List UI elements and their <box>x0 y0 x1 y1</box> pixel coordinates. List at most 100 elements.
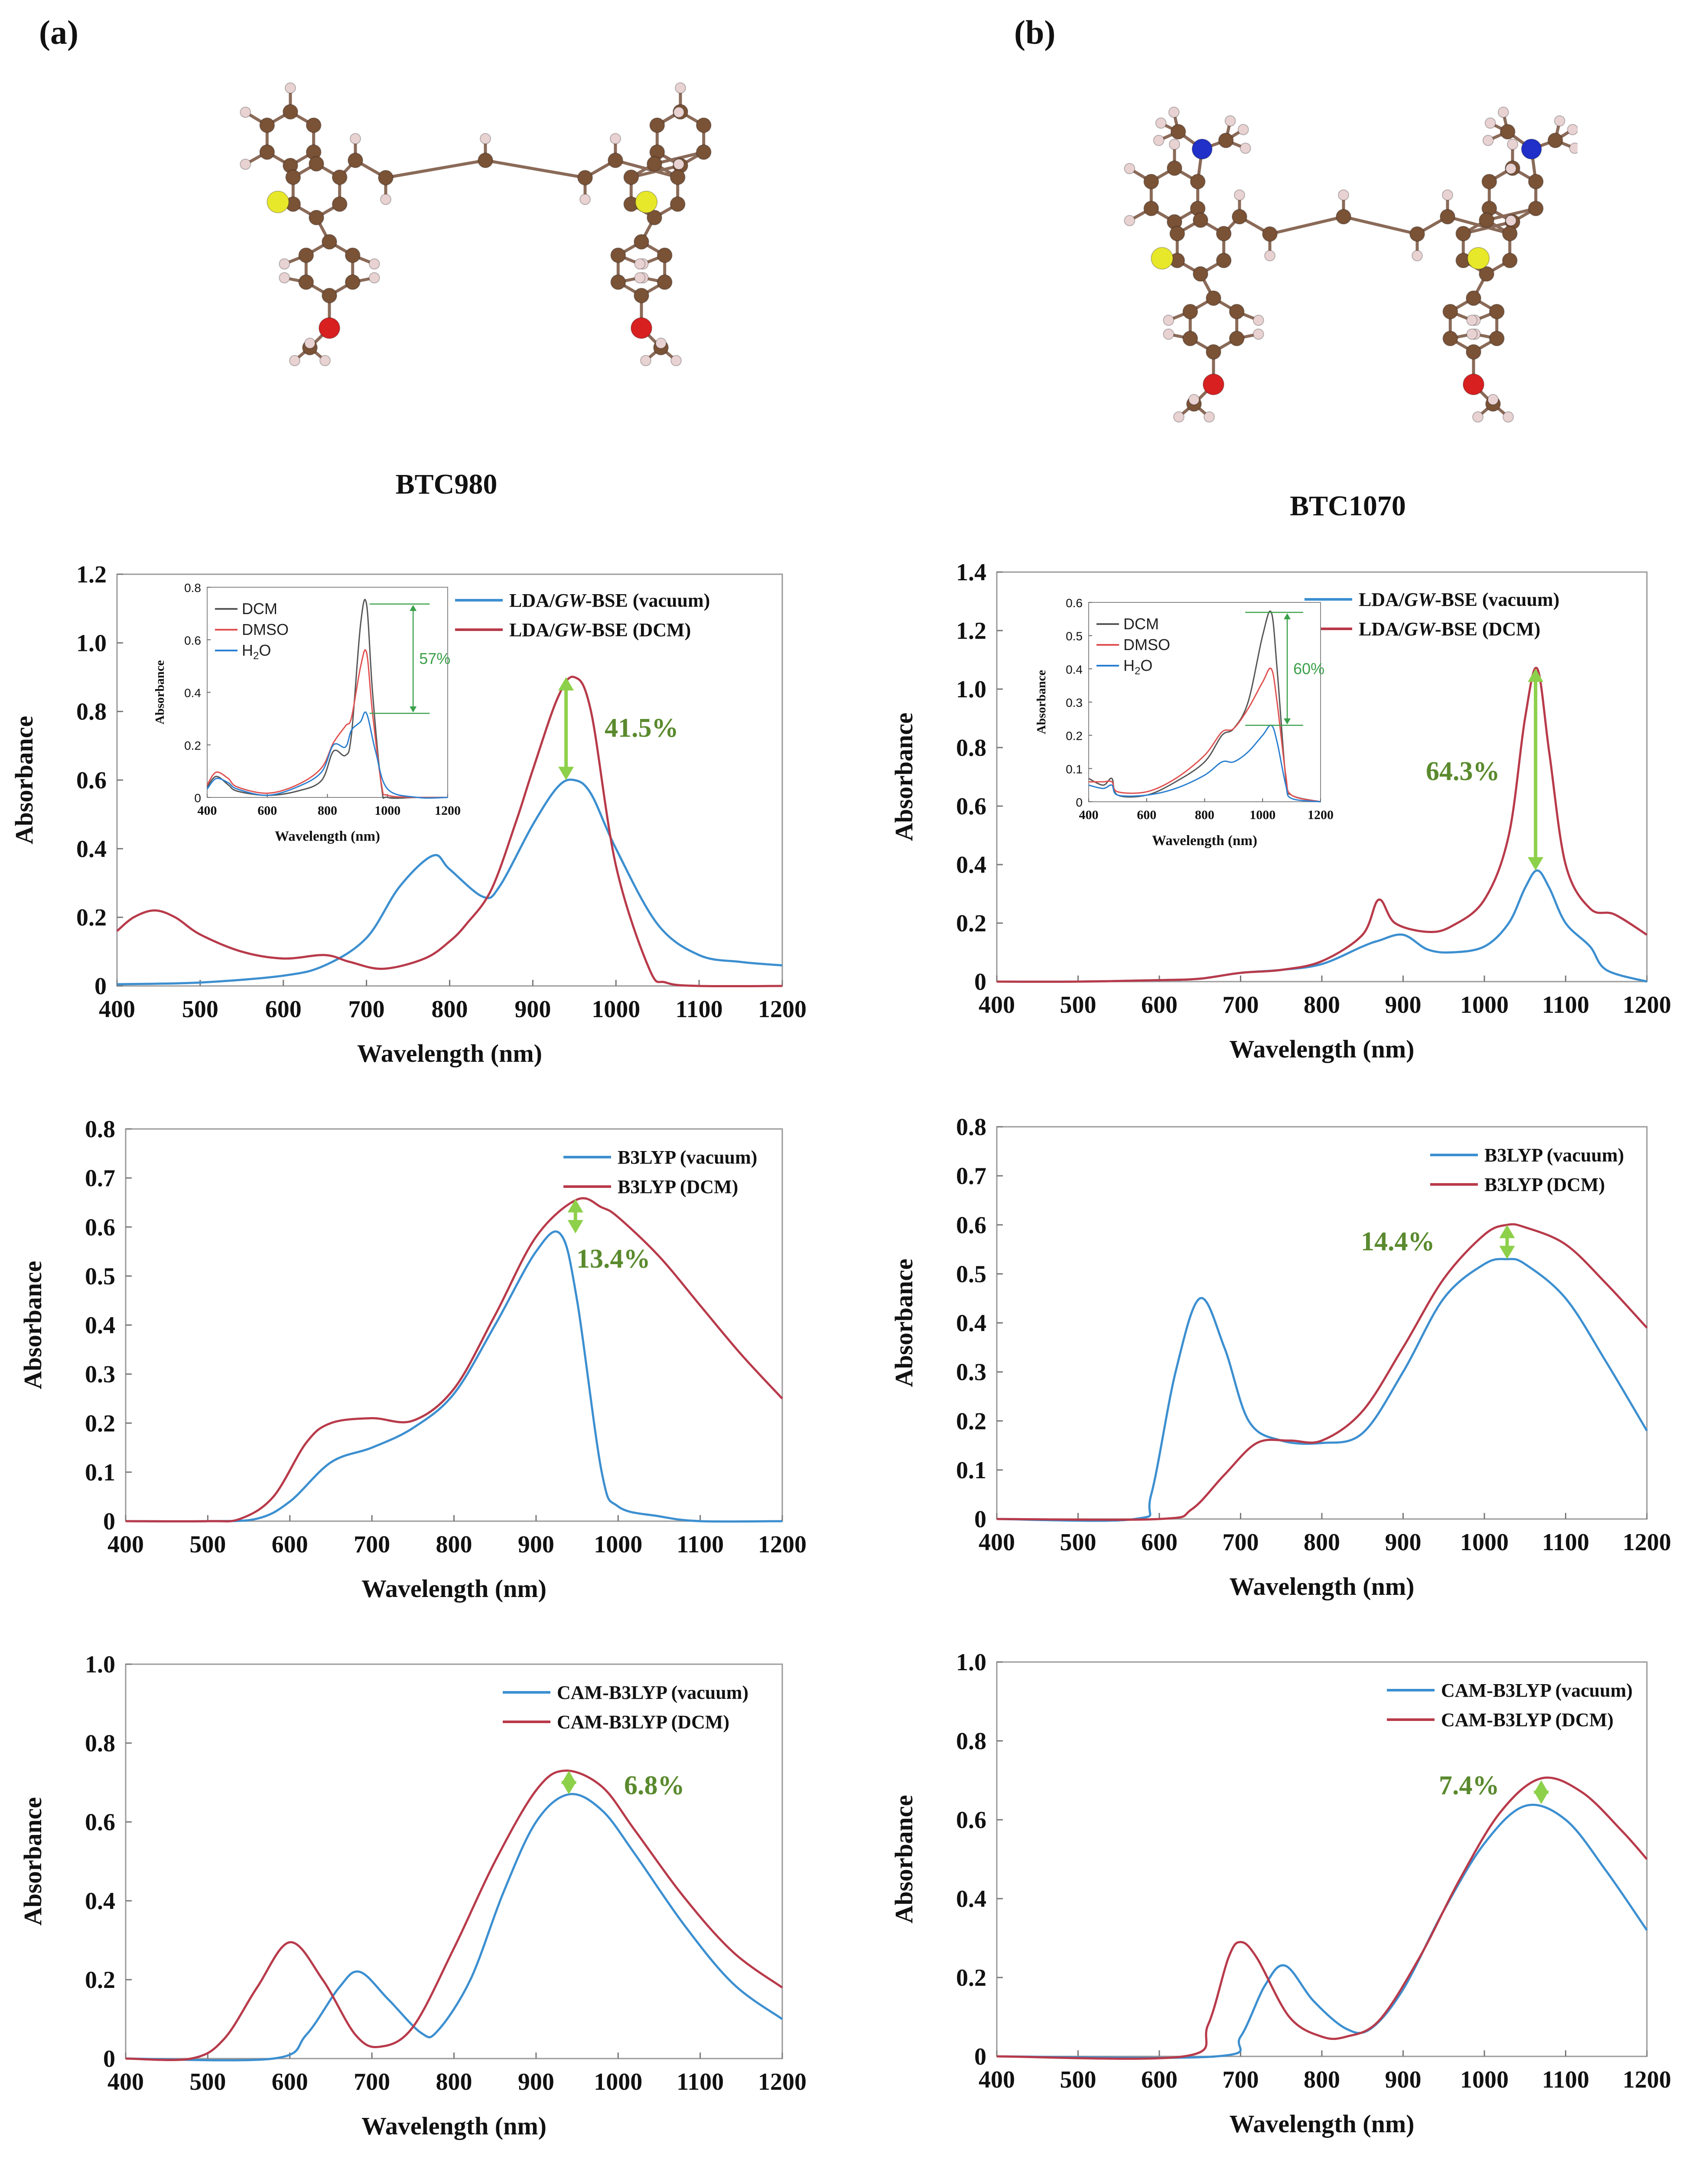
x-tick-label: 800 <box>1304 992 1340 1018</box>
legend: B3LYP (vacuum) B3LYP (DCM) <box>1430 1145 1624 1195</box>
y-tick-label: 0 <box>103 2046 115 2072</box>
inset-y-tick-label: 0.2 <box>1066 729 1083 743</box>
y-tick-label: 0.2 <box>956 1408 986 1435</box>
hydrogen-atom <box>1188 394 1200 405</box>
hydrogen-atom <box>368 272 380 283</box>
x-tick-label: 1000 <box>1460 1529 1509 1556</box>
y-tick-label: 1.2 <box>76 561 107 588</box>
y-tick-label: 0.4 <box>956 852 986 878</box>
x-tick-label: 400 <box>979 2066 1015 2093</box>
hydrogen-atom <box>1442 189 1453 201</box>
x-tick-label: 1000 <box>594 1531 642 1558</box>
hydrogen-atom <box>640 355 651 366</box>
x-axis-title: Wavelength (nm) <box>1230 2110 1415 2138</box>
x-tick-label: 1100 <box>677 1531 724 1558</box>
y-tick-label: 0.8 <box>76 699 107 725</box>
y-tick-label: 1.0 <box>956 676 986 703</box>
y-tick-label: 0.6 <box>85 1214 115 1241</box>
chart-a1: 400 500 600 700 800 900 1000 1100 1200 Wavelength… <box>10 561 807 1067</box>
y-tick-label: 0.6 <box>956 793 986 820</box>
bond <box>1446 215 1512 235</box>
x-axis: 400 500 600 700 800 900 1000 1100 1200 Wavelength… <box>979 1513 1671 1600</box>
series-dcm-line <box>125 1769 783 2061</box>
hydrogen-atom <box>1234 189 1245 201</box>
x-axis-title: Wavelength (nm) <box>357 1039 542 1067</box>
x-tick-label: 1000 <box>592 996 640 1023</box>
hydrogen-atom <box>279 258 290 270</box>
plot-frame <box>116 573 783 987</box>
y-tick-label: 0.8 <box>956 1114 986 1141</box>
legend-label: LDA/GW-BSE (DCM) <box>509 619 691 641</box>
legend-label: LDA/GW-BSE (DCM) <box>1359 618 1540 640</box>
hydrogen-atom <box>380 194 391 205</box>
x-tick-label: 800 <box>436 1531 472 1558</box>
y-tick-label: 0.2 <box>956 1965 986 1991</box>
carbon-atom <box>1442 331 1458 346</box>
x-tick-label: 600 <box>265 996 302 1023</box>
legend-label: LDA/GW-BSE (vacuum) <box>509 590 710 611</box>
y-tick-label: 0.5 <box>85 1263 115 1290</box>
carbon-atom <box>298 247 314 263</box>
bond <box>653 150 706 166</box>
x-tick-label: 900 <box>518 2069 554 2095</box>
y-axis: 0 0.2 0.4 0.6 0.8 1.0 Absorbance <box>19 1651 132 2072</box>
y-axis: 0 0.2 0.4 0.6 0.8 1.0 1.2 Absorbance <box>10 561 123 1000</box>
inset-x-tick-label: 400 <box>198 803 217 818</box>
y-tick-label: 0.5 <box>956 1261 986 1288</box>
chart-a2: 400 500 600 700 800 900 1000 1100 1200 Wavelength… <box>19 1116 807 1603</box>
x-tick-label: 1200 <box>758 996 807 1023</box>
y-tick-label: 0.1 <box>956 1457 986 1484</box>
x-tick-label: 1200 <box>758 2069 807 2095</box>
nitrogen-atom <box>1191 139 1213 159</box>
inset-legend-label: DMSO <box>1123 636 1170 654</box>
hydrogen-atom <box>1505 215 1517 226</box>
x-axis: 400 500 600 700 800 900 1000 1100 1200 Wavelength… <box>107 2052 807 2140</box>
carbon-atom <box>298 274 314 290</box>
carbon-atom <box>322 234 337 250</box>
hydrogen-atom <box>350 133 361 144</box>
inset-series-h2o-line <box>1088 725 1321 803</box>
series-dcm-line <box>996 1776 1648 2060</box>
x-axis: 400 500 600 700 800 900 1000 1100 1200 Wavelength… <box>107 1515 807 1603</box>
x-tick-label: 1200 <box>1623 2066 1671 2093</box>
chart-a3: 400 500 600 700 800 900 1000 1100 1200 Wavelength… <box>19 1651 807 2140</box>
y-tick-label: 0.4 <box>956 1310 986 1337</box>
x-tick-label: 400 <box>107 1531 144 1558</box>
hydrogen-atom <box>1173 411 1184 423</box>
legend: LDA/GW-BSE (vacuum) LDA/GW-BSE (DCM) <box>455 590 710 641</box>
sulfur-atom <box>1467 247 1490 270</box>
y-tick-label: 0.8 <box>956 1728 986 1755</box>
y-tick-label: 0.8 <box>85 1730 115 1757</box>
carbon-atom <box>1502 226 1518 241</box>
y-tick-label: 1.0 <box>956 1649 986 1676</box>
hydrogen-atom <box>1163 315 1174 326</box>
hydrogen-atom <box>279 272 290 283</box>
y-axis-title: Absorbance <box>19 1261 47 1389</box>
x-tick-label: 1000 <box>1460 992 1509 1018</box>
difference-percent-label: 6.8% <box>624 1771 685 1800</box>
carbon-atom <box>657 247 673 263</box>
carbon-atom <box>1479 212 1494 228</box>
oxygen-atom <box>1463 374 1484 395</box>
x-axis-title: Wavelength (nm) <box>361 1574 547 1603</box>
carbon-atom <box>1481 174 1497 189</box>
series-vacuum-line <box>996 1804 1648 2059</box>
hydrogen-atom <box>673 159 685 170</box>
carbon-atom <box>1206 344 1221 360</box>
inset-difference-bracket: 57% <box>369 603 450 714</box>
hydrogen-atom <box>285 82 296 94</box>
x-tick-label: 1200 <box>758 1531 807 1558</box>
legend-label: B3LYP (DCM) <box>618 1176 738 1197</box>
carbon-atom <box>1528 201 1544 216</box>
difference-arrow <box>567 1199 583 1233</box>
arrow-head-down <box>561 1781 577 1795</box>
inset-legend-label: DCM <box>242 600 277 618</box>
x-tick-label: 600 <box>1141 992 1178 1018</box>
hydrogen-atom <box>240 107 251 118</box>
arrow-head-down <box>1528 857 1544 871</box>
difference-percent-label: 41.5% <box>605 713 679 743</box>
x-tick-label: 1200 <box>1623 1529 1671 1556</box>
legend-label: CAM-B3LYP (vacuum) <box>1441 1680 1633 1701</box>
x-tick-label: 900 <box>1385 1529 1422 1556</box>
carbon-atom <box>283 104 298 120</box>
